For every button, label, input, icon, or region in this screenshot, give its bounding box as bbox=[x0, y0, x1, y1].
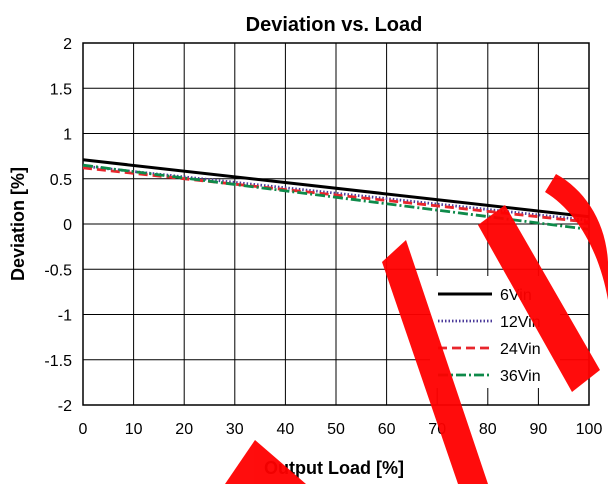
x-tick-label: 100 bbox=[576, 421, 603, 438]
x-tick-label: 60 bbox=[378, 421, 396, 438]
watermark-stroke-right bbox=[478, 205, 600, 392]
y-tick-label: -1.5 bbox=[44, 353, 72, 370]
x-tick-label: 0 bbox=[79, 421, 88, 438]
x-tick-label: 30 bbox=[226, 421, 244, 438]
y-tick-label: 0 bbox=[63, 217, 72, 234]
y-tick-label: 0.5 bbox=[50, 172, 72, 189]
y-tick-label: -2 bbox=[58, 398, 72, 415]
y-tick-label: 2 bbox=[63, 36, 72, 53]
y-tick-label: 1.5 bbox=[50, 81, 72, 98]
y-tick-label: -1 bbox=[58, 308, 72, 325]
legend-label: 24Vin bbox=[500, 341, 541, 358]
x-axis-label: Output Load [%] bbox=[264, 458, 404, 478]
watermark-stroke-middle bbox=[382, 240, 488, 484]
x-tick-label: 20 bbox=[175, 421, 193, 438]
y-tick-label: 1 bbox=[63, 127, 72, 144]
y-tick-label: -0.5 bbox=[44, 262, 72, 279]
x-tick-label: 40 bbox=[277, 421, 295, 438]
watermark-stroke-arc bbox=[545, 174, 608, 300]
y-axis-label: Deviation [%] bbox=[8, 167, 28, 281]
x-tick-label: 80 bbox=[479, 421, 497, 438]
watermark-logo bbox=[225, 174, 608, 484]
series-line-36Vin bbox=[82, 163, 590, 231]
chart-title: Deviation vs. Load bbox=[246, 14, 423, 36]
x-tick-labels: 0 10 20 30 40 50 60 70 80 90 100 bbox=[79, 421, 603, 438]
x-tick-label: 50 bbox=[327, 421, 345, 438]
legend-label: 36Vin bbox=[500, 368, 541, 385]
legend-label: 12Vin bbox=[500, 314, 541, 331]
y-tick-labels: 2 1.5 1 0.5 0 -0.5 -1 -1.5 -2 bbox=[44, 36, 72, 415]
watermark-stroke-left bbox=[225, 440, 306, 484]
x-tick-label: 90 bbox=[530, 421, 548, 438]
x-tick-label: 10 bbox=[125, 421, 143, 438]
